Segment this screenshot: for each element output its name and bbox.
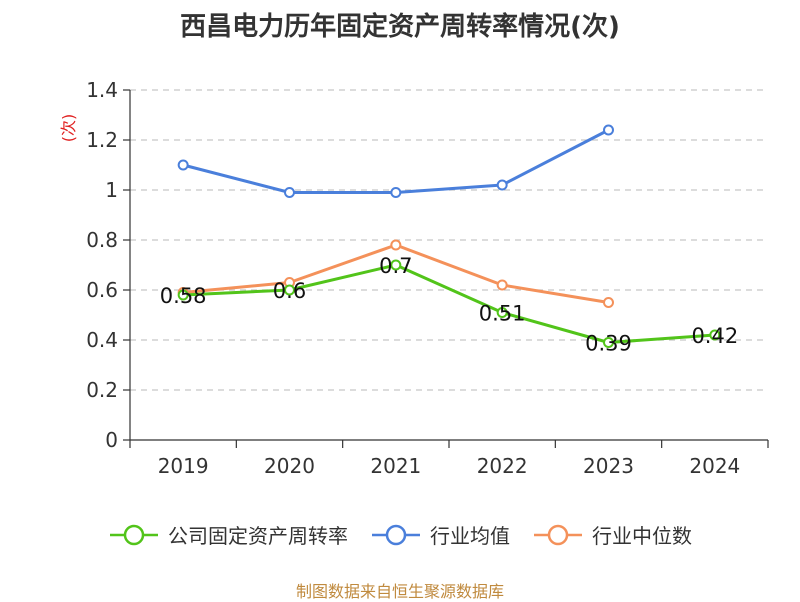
data-point: [390, 259, 402, 271]
data-point: [709, 329, 721, 341]
x-tick-label: 2023: [583, 454, 634, 478]
legend-label: 行业均值: [430, 524, 510, 548]
x-tick-label: 2024: [689, 454, 740, 478]
data-point: [284, 284, 295, 296]
y-tick-label: 1: [105, 178, 118, 202]
data-point: [603, 124, 614, 136]
data-point: [496, 279, 508, 291]
data-point: [496, 179, 508, 191]
y-tick-label: 0: [105, 428, 118, 452]
legend-item-industry-median[interactable]: 行业中位数: [532, 520, 692, 549]
y-tick-label: 1.2: [86, 128, 118, 152]
y-tick-label: 1.4: [86, 78, 118, 102]
data-point: [390, 187, 402, 198]
legend-label: 公司固定资产周转率: [168, 524, 348, 548]
data-point: [390, 239, 402, 251]
x-tick-label: 2019: [158, 454, 209, 478]
x-tick-label: 2022: [477, 454, 528, 478]
legend-marker-icon: [372, 524, 420, 545]
legend-item-industry-mean[interactable]: 行业均值: [370, 520, 510, 549]
series-line: [183, 263, 715, 344]
data-point: [496, 307, 508, 318]
data-point: [603, 337, 614, 348]
data-label: 0.39: [585, 332, 632, 356]
data-label: 0.6: [273, 279, 306, 303]
data-label: 0.7: [379, 254, 412, 278]
data-point: [177, 289, 189, 301]
y-tick-label: 0.8: [86, 228, 118, 252]
data-point: [284, 187, 295, 198]
y-tick-label: 0.6: [86, 278, 118, 302]
series-line: [182, 128, 610, 194]
legend-marker-icon: [534, 524, 582, 545]
data-label: 0.51: [479, 302, 526, 326]
x-tick-label: 2020: [264, 454, 315, 478]
chart-title: 西昌电力历年固定资产周转率情况(次): [180, 12, 620, 42]
y-axis-title: (次): [59, 114, 78, 143]
legend-item-company[interactable]: 公司固定资产周转率: [108, 520, 348, 549]
data-label: 0.42: [691, 324, 738, 348]
y-tick-label: 0.4: [86, 328, 118, 352]
data-point: [603, 297, 614, 308]
data-label: 0.58: [160, 284, 207, 308]
legend-marker-icon: [110, 524, 158, 545]
y-tick-label: 0.2: [86, 378, 118, 402]
x-tick-label: 2021: [370, 454, 421, 478]
source-note: 制图数据来自恒生聚源数据库: [295, 582, 504, 601]
legend-label: 行业中位数: [592, 524, 692, 548]
chart-legend: 公司固定资产周转率 行业均值 行业中位数: [0, 520, 800, 549]
data-point: [177, 159, 189, 171]
